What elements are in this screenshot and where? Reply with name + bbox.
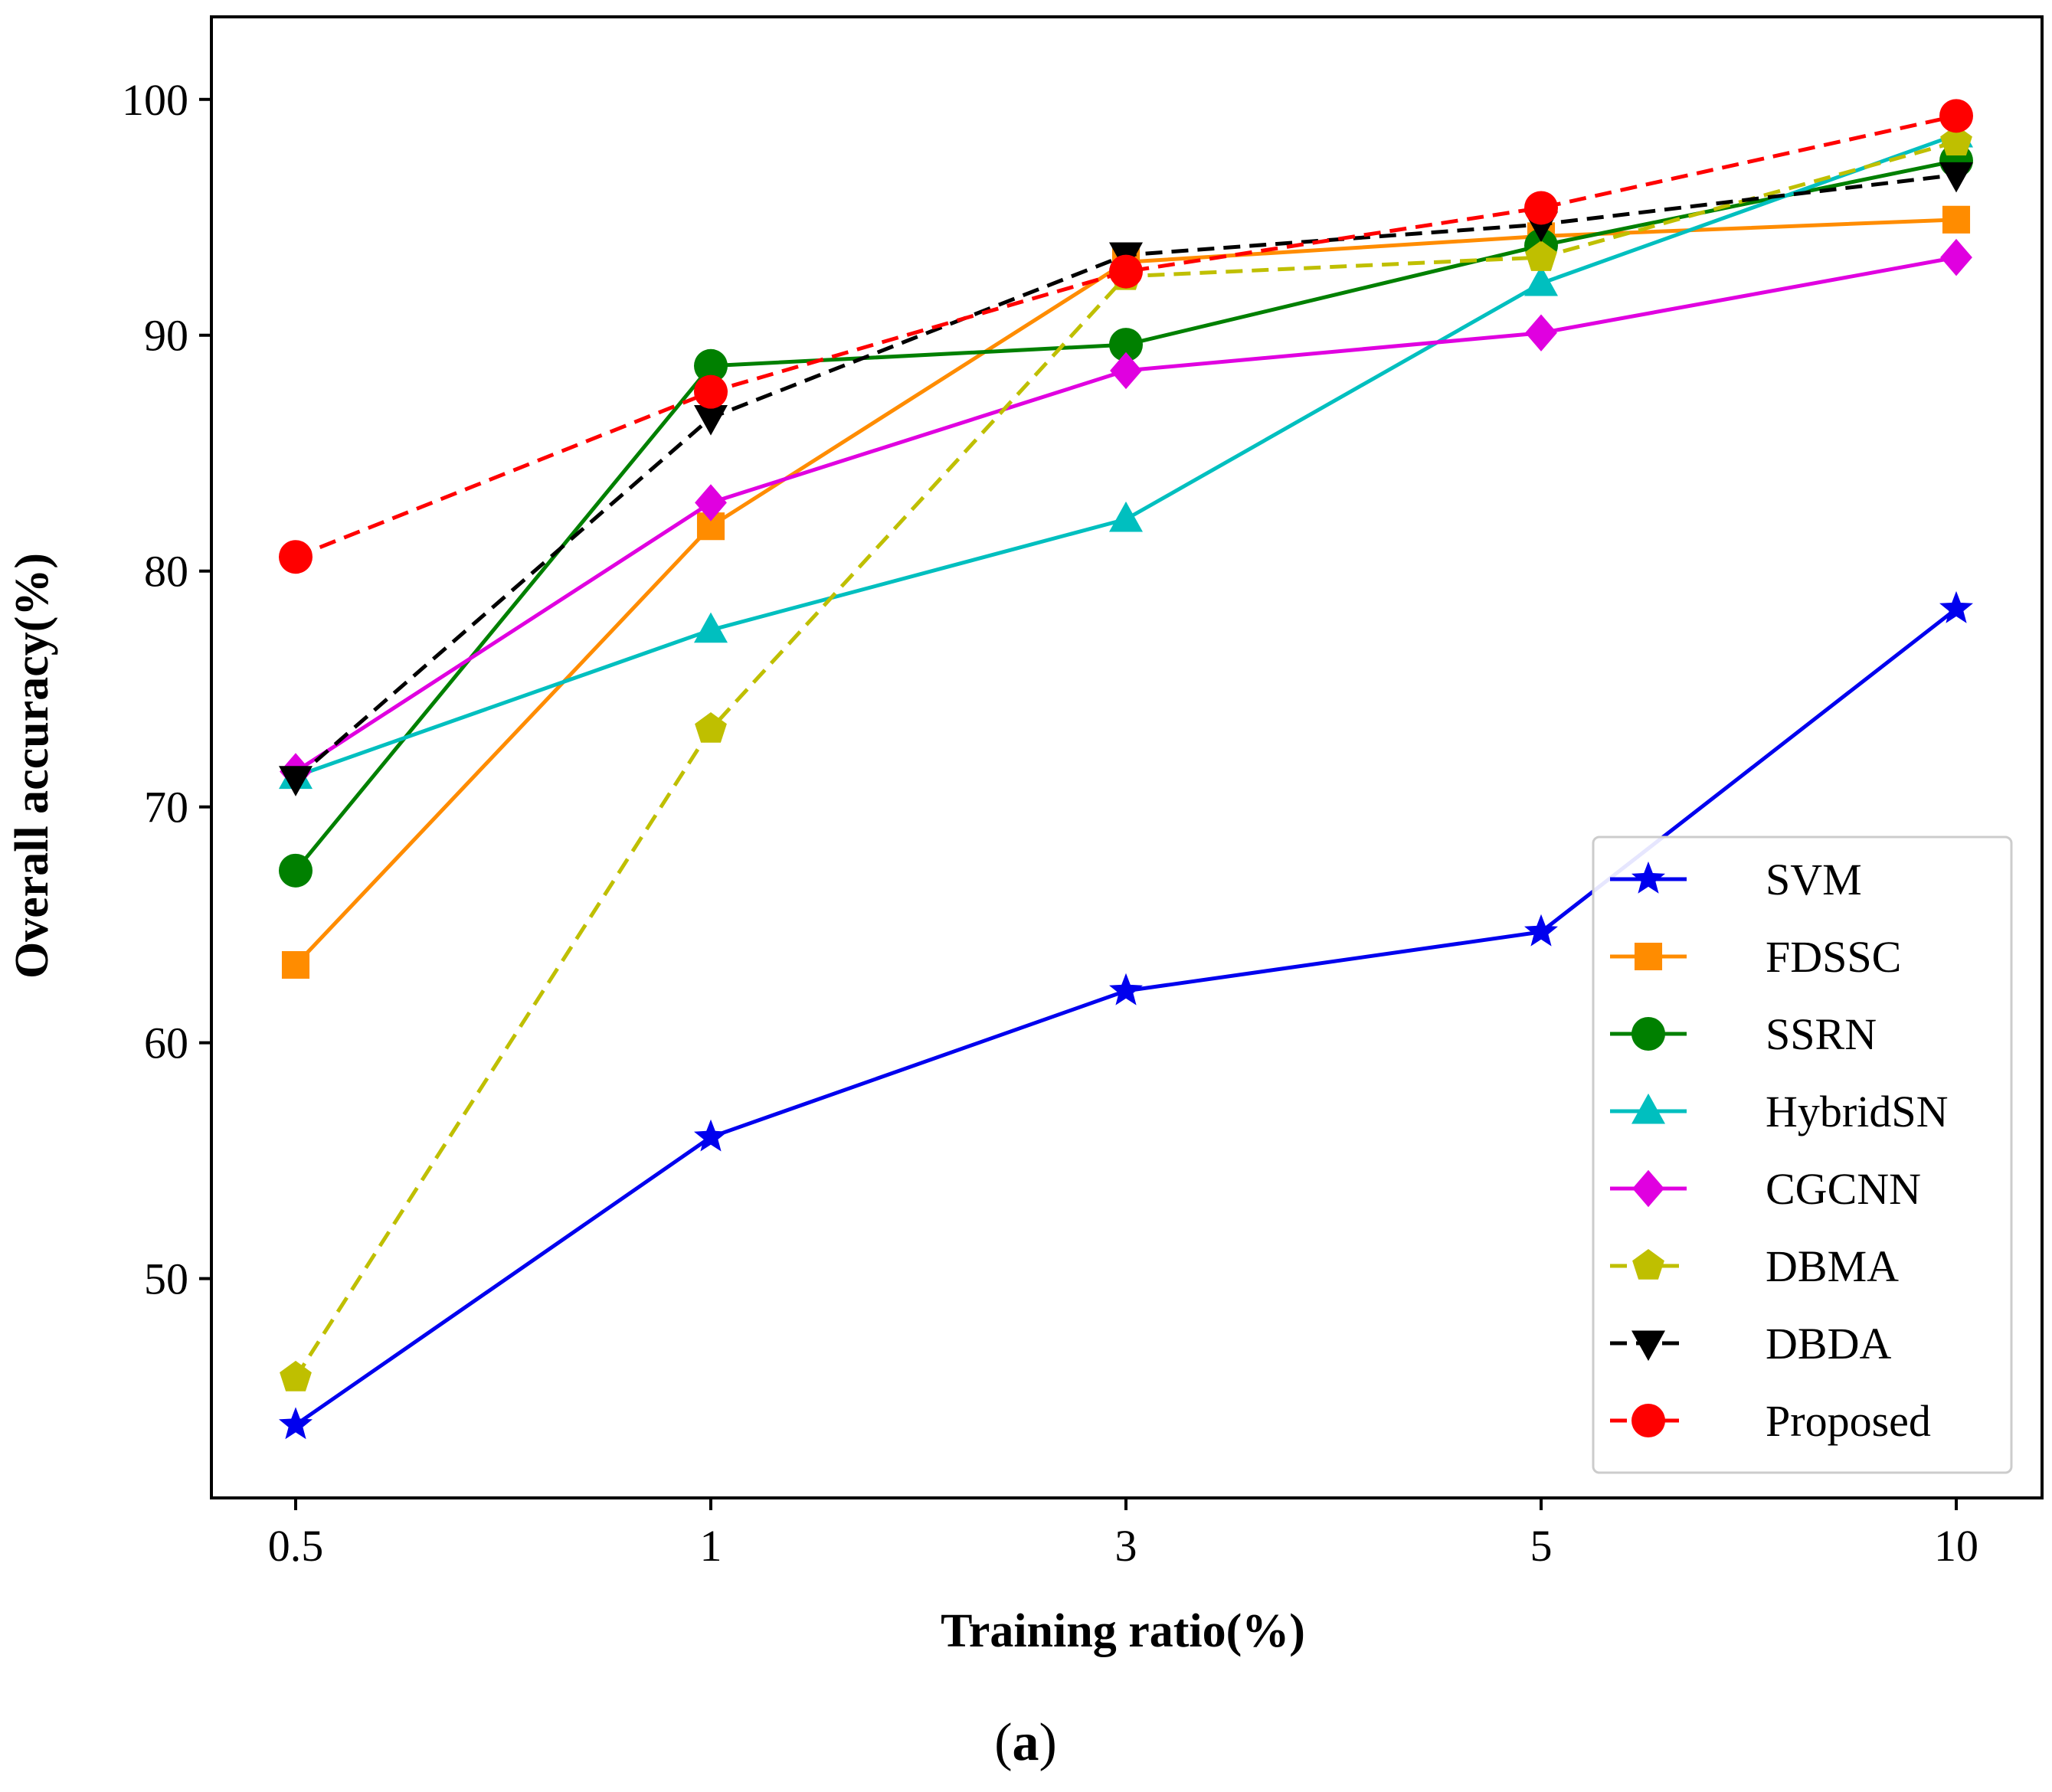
legend-marker-svm [1631,861,1665,894]
data-point-svm [1524,914,1558,947]
x-tick-label: 5 [1530,1521,1553,1571]
legend-label-hybridsn: HybridSN [1766,1087,1948,1136]
legend-item-dbda: DBDA [1610,1319,1891,1369]
x-axis-title: Training ratio(%) [941,1605,1305,1657]
legend-marker-dbda [1631,1330,1665,1362]
legend-label-proposed: Proposed [1766,1396,1931,1446]
data-point-hybridsn [694,612,728,643]
series-line-proposed [295,113,1957,559]
data-point-proposed [1939,99,1973,133]
data-point-dbda [1939,162,1973,193]
data-point-dbma [1525,240,1557,271]
data-point-proposed [279,540,313,574]
data-point-proposed [1524,191,1558,225]
legend-item-dbma: DBMA [1610,1241,1899,1291]
data-point-cgcnn [1525,314,1557,352]
x-tick-label: 3 [1115,1521,1137,1571]
figure-caption: (a) [994,1713,1057,1772]
data-point-svm [1939,590,1973,623]
data-point-dbma [695,712,727,743]
data-point-svm [279,1407,313,1440]
data-point-dbda [694,405,728,436]
legend-marker-ssrn [1631,1017,1665,1051]
data-point-ssrn [694,348,728,383]
data-point-cgcnn [695,484,727,522]
legend-item-ssrn: SSRN [1610,1009,1877,1059]
y-tick-label: 60 [144,1019,188,1068]
data-point-fdssc [281,950,310,979]
y-tick-label: 50 [144,1254,188,1304]
x-tick-label: 10 [1934,1521,1978,1571]
legend-label-dbda: DBDA [1766,1319,1891,1369]
legend-marker-fdssc [1634,942,1663,971]
y-tick-label: 80 [144,547,188,597]
legend-marker-proposed [1631,1404,1665,1437]
series-proposed [279,99,1973,574]
data-point-dbma [1940,125,1972,155]
y-tick-label: 70 [144,783,188,832]
data-point-proposed [694,374,728,409]
data-point-svm [1109,973,1143,1006]
data-point-svm [694,1119,728,1152]
legend-marker-cgcnn [1632,1169,1664,1208]
legend-label-svm: SVM [1766,855,1862,904]
legend-label-dbma: DBMA [1766,1241,1899,1291]
legend-item-fdssc: FDSSC [1610,932,1901,982]
legend-label-ssrn: SSRN [1766,1009,1877,1059]
x-tick-label: 0.5 [268,1521,324,1571]
legend-item-svm: SVM [1610,855,1862,904]
legend-label-cgcnn: CGCNN [1766,1164,1921,1214]
series-svm [279,590,1973,1440]
data-point-cgcnn [1940,238,1972,276]
series-cgcnn [280,238,1972,790]
legend-item-cgcnn: CGCNN [1610,1164,1921,1214]
legend-item-proposed: Proposed [1610,1396,1931,1446]
data-point-ssrn [279,853,313,888]
legend-marker-hybridsn [1631,1093,1665,1124]
data-point-fdssc [1942,205,1971,234]
data-point-fdssc [696,512,725,541]
x-tick-label: 1 [700,1521,722,1571]
data-point-hybridsn [1109,501,1143,532]
y-tick-label: 100 [122,75,188,125]
series-hybridsn [279,116,1973,790]
data-point-hybridsn [1524,265,1558,296]
legend-label-fdssc: FDSSC [1766,932,1901,982]
y-tick-label: 90 [144,311,188,361]
data-point-cgcnn [1110,352,1142,390]
legend-item-hybridsn: HybridSN [1610,1087,1948,1136]
legend-marker-dbma [1632,1249,1664,1280]
y-axis-title: Overall accuracy(%) [6,553,58,979]
legend-box [1592,836,2013,1474]
data-point-ssrn [1109,328,1143,362]
data-point-dbda [279,766,313,796]
data-point-proposed [1109,254,1143,289]
data-point-dbma [280,1360,312,1391]
